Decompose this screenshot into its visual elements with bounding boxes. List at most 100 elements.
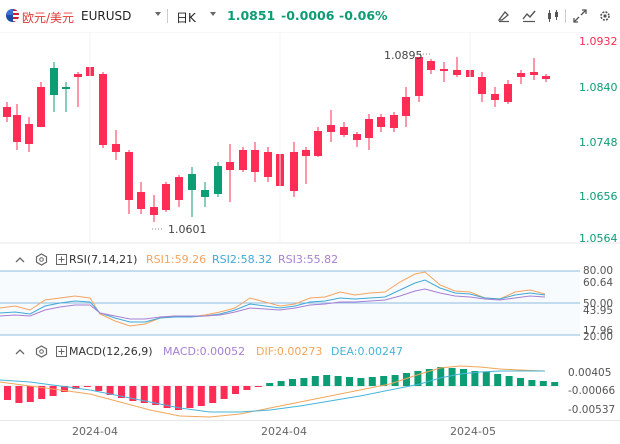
macd-bar	[357, 378, 365, 386]
x-tick: 2024-04	[261, 425, 307, 438]
rsi-tick: 50.00	[583, 298, 614, 310]
macd-tick: 0.00405	[568, 367, 612, 379]
indicator-settings-icon[interactable]	[35, 345, 48, 358]
y-tick: 1.0564	[579, 232, 618, 245]
candle	[3, 107, 11, 117]
pair-name-cn[interactable]: 欧元/美元	[22, 11, 75, 25]
eu-flag-icon	[6, 9, 19, 22]
macd-bar	[95, 386, 103, 391]
dropdown-caret-icon[interactable]	[210, 12, 216, 16]
macd-bar	[334, 376, 342, 386]
y-tick: 1.0748	[579, 136, 618, 149]
x-tick: 2024-04	[72, 425, 118, 438]
macd-bar	[437, 367, 445, 386]
collapse-icon[interactable]	[14, 346, 26, 358]
macd-bar	[391, 375, 399, 386]
macd-bar	[414, 371, 422, 386]
add-indicator-icon[interactable]	[56, 346, 67, 357]
rsi-header: RSI(7,14,21) RSI1:59.26 RSI2:58.32 RSI3:…	[0, 252, 600, 268]
indicator-settings-icon[interactable]	[35, 253, 48, 266]
macd-bar	[72, 386, 80, 389]
expand-icon[interactable]	[573, 9, 587, 23]
macd-title: MACD(12,26,9)	[69, 345, 153, 358]
macd-bar	[243, 386, 251, 390]
symbol-label[interactable]: EURUSD	[81, 9, 132, 23]
candlestick-chart[interactable]	[0, 32, 620, 244]
candle	[390, 115, 398, 128]
macd-bar	[152, 386, 160, 405]
macd-bar	[425, 369, 433, 386]
candle	[162, 184, 170, 210]
macd-bar	[528, 380, 536, 386]
candle	[478, 77, 486, 94]
candle	[99, 74, 107, 145]
macd-bar	[186, 386, 194, 408]
macd-bar	[471, 371, 479, 386]
timeframe-selector[interactable]: 日K	[176, 11, 196, 25]
macd-bar	[277, 381, 285, 386]
chart-header: 欧元/美元 EURUSD 日K 1.0851 -0.0006 -0.06%	[0, 0, 620, 32]
candle	[453, 70, 461, 75]
collapse-icon[interactable]	[14, 254, 26, 266]
macd-bar	[26, 386, 34, 402]
macd-header: MACD(12,26,9) MACD:0.00052 DIF:0.00273 D…	[0, 344, 600, 360]
price-change: -0.0006	[281, 8, 335, 23]
candle	[314, 131, 322, 156]
candle	[440, 69, 448, 71]
candle	[340, 127, 348, 135]
macd-bar	[209, 386, 217, 403]
candle	[201, 190, 209, 197]
macd-bar	[220, 386, 228, 399]
macd-bar	[106, 386, 114, 395]
macd-bar	[61, 386, 68, 392]
macd-bar	[83, 386, 91, 387]
candle	[302, 150, 310, 156]
dropdown-caret-icon[interactable]	[155, 12, 161, 16]
macd-bar	[448, 368, 456, 386]
add-indicator-icon[interactable]	[56, 254, 67, 265]
macd-bar	[49, 386, 57, 396]
dif-value: DIF:0.00273	[256, 345, 323, 358]
macd-bar	[346, 377, 353, 386]
rsi1-value: RSI1:59.26	[146, 253, 207, 266]
macd-bar	[289, 379, 296, 386]
x-axis: 2024-04 2024-04 2024-05	[0, 420, 620, 444]
y-tick: 1.0840	[579, 81, 618, 94]
high-label: 1.0895	[384, 49, 423, 62]
macd-bar	[539, 381, 547, 386]
candle	[542, 76, 550, 79]
macd-bar	[266, 383, 274, 386]
candle	[239, 150, 247, 170]
rsi2-value: RSI2:58.32	[212, 253, 273, 266]
macd-bar	[368, 377, 376, 386]
rsi-tick: 43.95	[583, 305, 614, 317]
candle	[530, 72, 538, 75]
candle	[226, 162, 234, 170]
candle	[137, 192, 145, 209]
settings-icon[interactable]	[598, 9, 612, 23]
candle	[50, 68, 58, 95]
drawing-tool-icon[interactable]	[497, 9, 511, 23]
macd-bar	[460, 369, 467, 386]
candle	[491, 94, 499, 100]
macd-bar	[551, 382, 559, 386]
rsi-tick: 80.00	[583, 265, 614, 277]
macd-bar	[403, 373, 410, 386]
macd-bar	[494, 374, 502, 386]
price-change-pct: -0.06%	[339, 8, 388, 23]
rsi3-value: RSI3:55.82	[278, 253, 339, 266]
candle	[427, 61, 435, 70]
candle	[214, 166, 222, 194]
macd-tick: -0.00537	[568, 404, 616, 416]
rsi-tick: 17.96	[583, 325, 614, 337]
indicator-icon[interactable]	[522, 9, 536, 23]
candle	[264, 152, 272, 177]
candle-settings-icon[interactable]	[546, 9, 560, 23]
macd-bar	[15, 386, 23, 403]
candle	[150, 207, 158, 215]
rsi-chart[interactable]	[0, 268, 620, 340]
x-tick: 2024-05	[450, 425, 496, 438]
macd-bar	[311, 376, 319, 386]
macd-chart[interactable]	[0, 360, 620, 420]
macd-bar	[38, 386, 46, 399]
